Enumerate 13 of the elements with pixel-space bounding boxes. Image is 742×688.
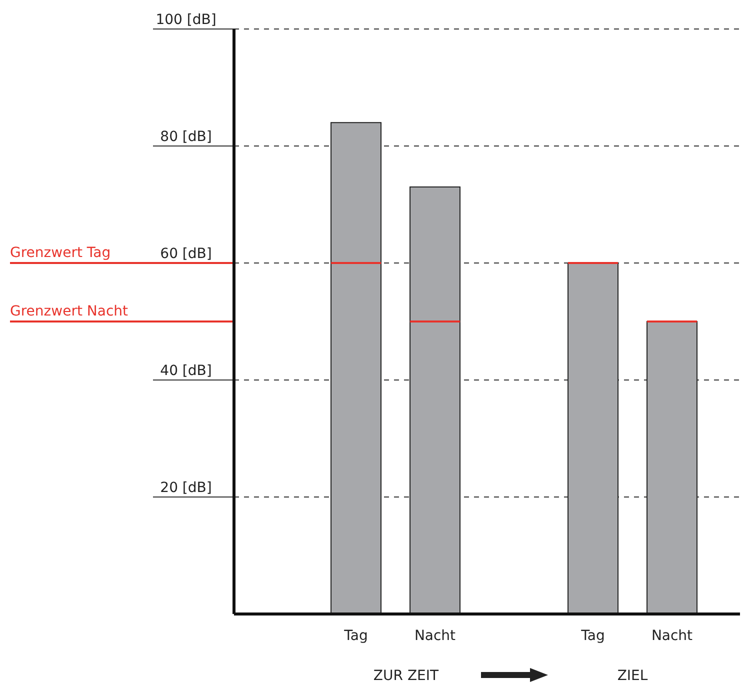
text: ZIEL (617, 668, 648, 684)
ref-line-label: Grenzwert Nacht (10, 304, 129, 320)
x-tick-label: Nacht (651, 628, 694, 644)
y-tick-label: 60 [dB] (160, 246, 212, 262)
ref-line-label: Grenzwert Tag (10, 245, 111, 261)
text: ZUR ZEIT (373, 668, 440, 684)
y-tick-label: 20 [dB] (160, 480, 212, 496)
x-tick-label: Tag (580, 628, 605, 644)
x-tick-label: Nacht (414, 628, 456, 644)
y-tick-label: 100 [dB] (156, 12, 216, 28)
y-tick-label: 40 [dB] (160, 363, 212, 379)
y-tick-label: 80 [dB] (160, 129, 212, 145)
x-tick-label: Tag (343, 628, 368, 644)
